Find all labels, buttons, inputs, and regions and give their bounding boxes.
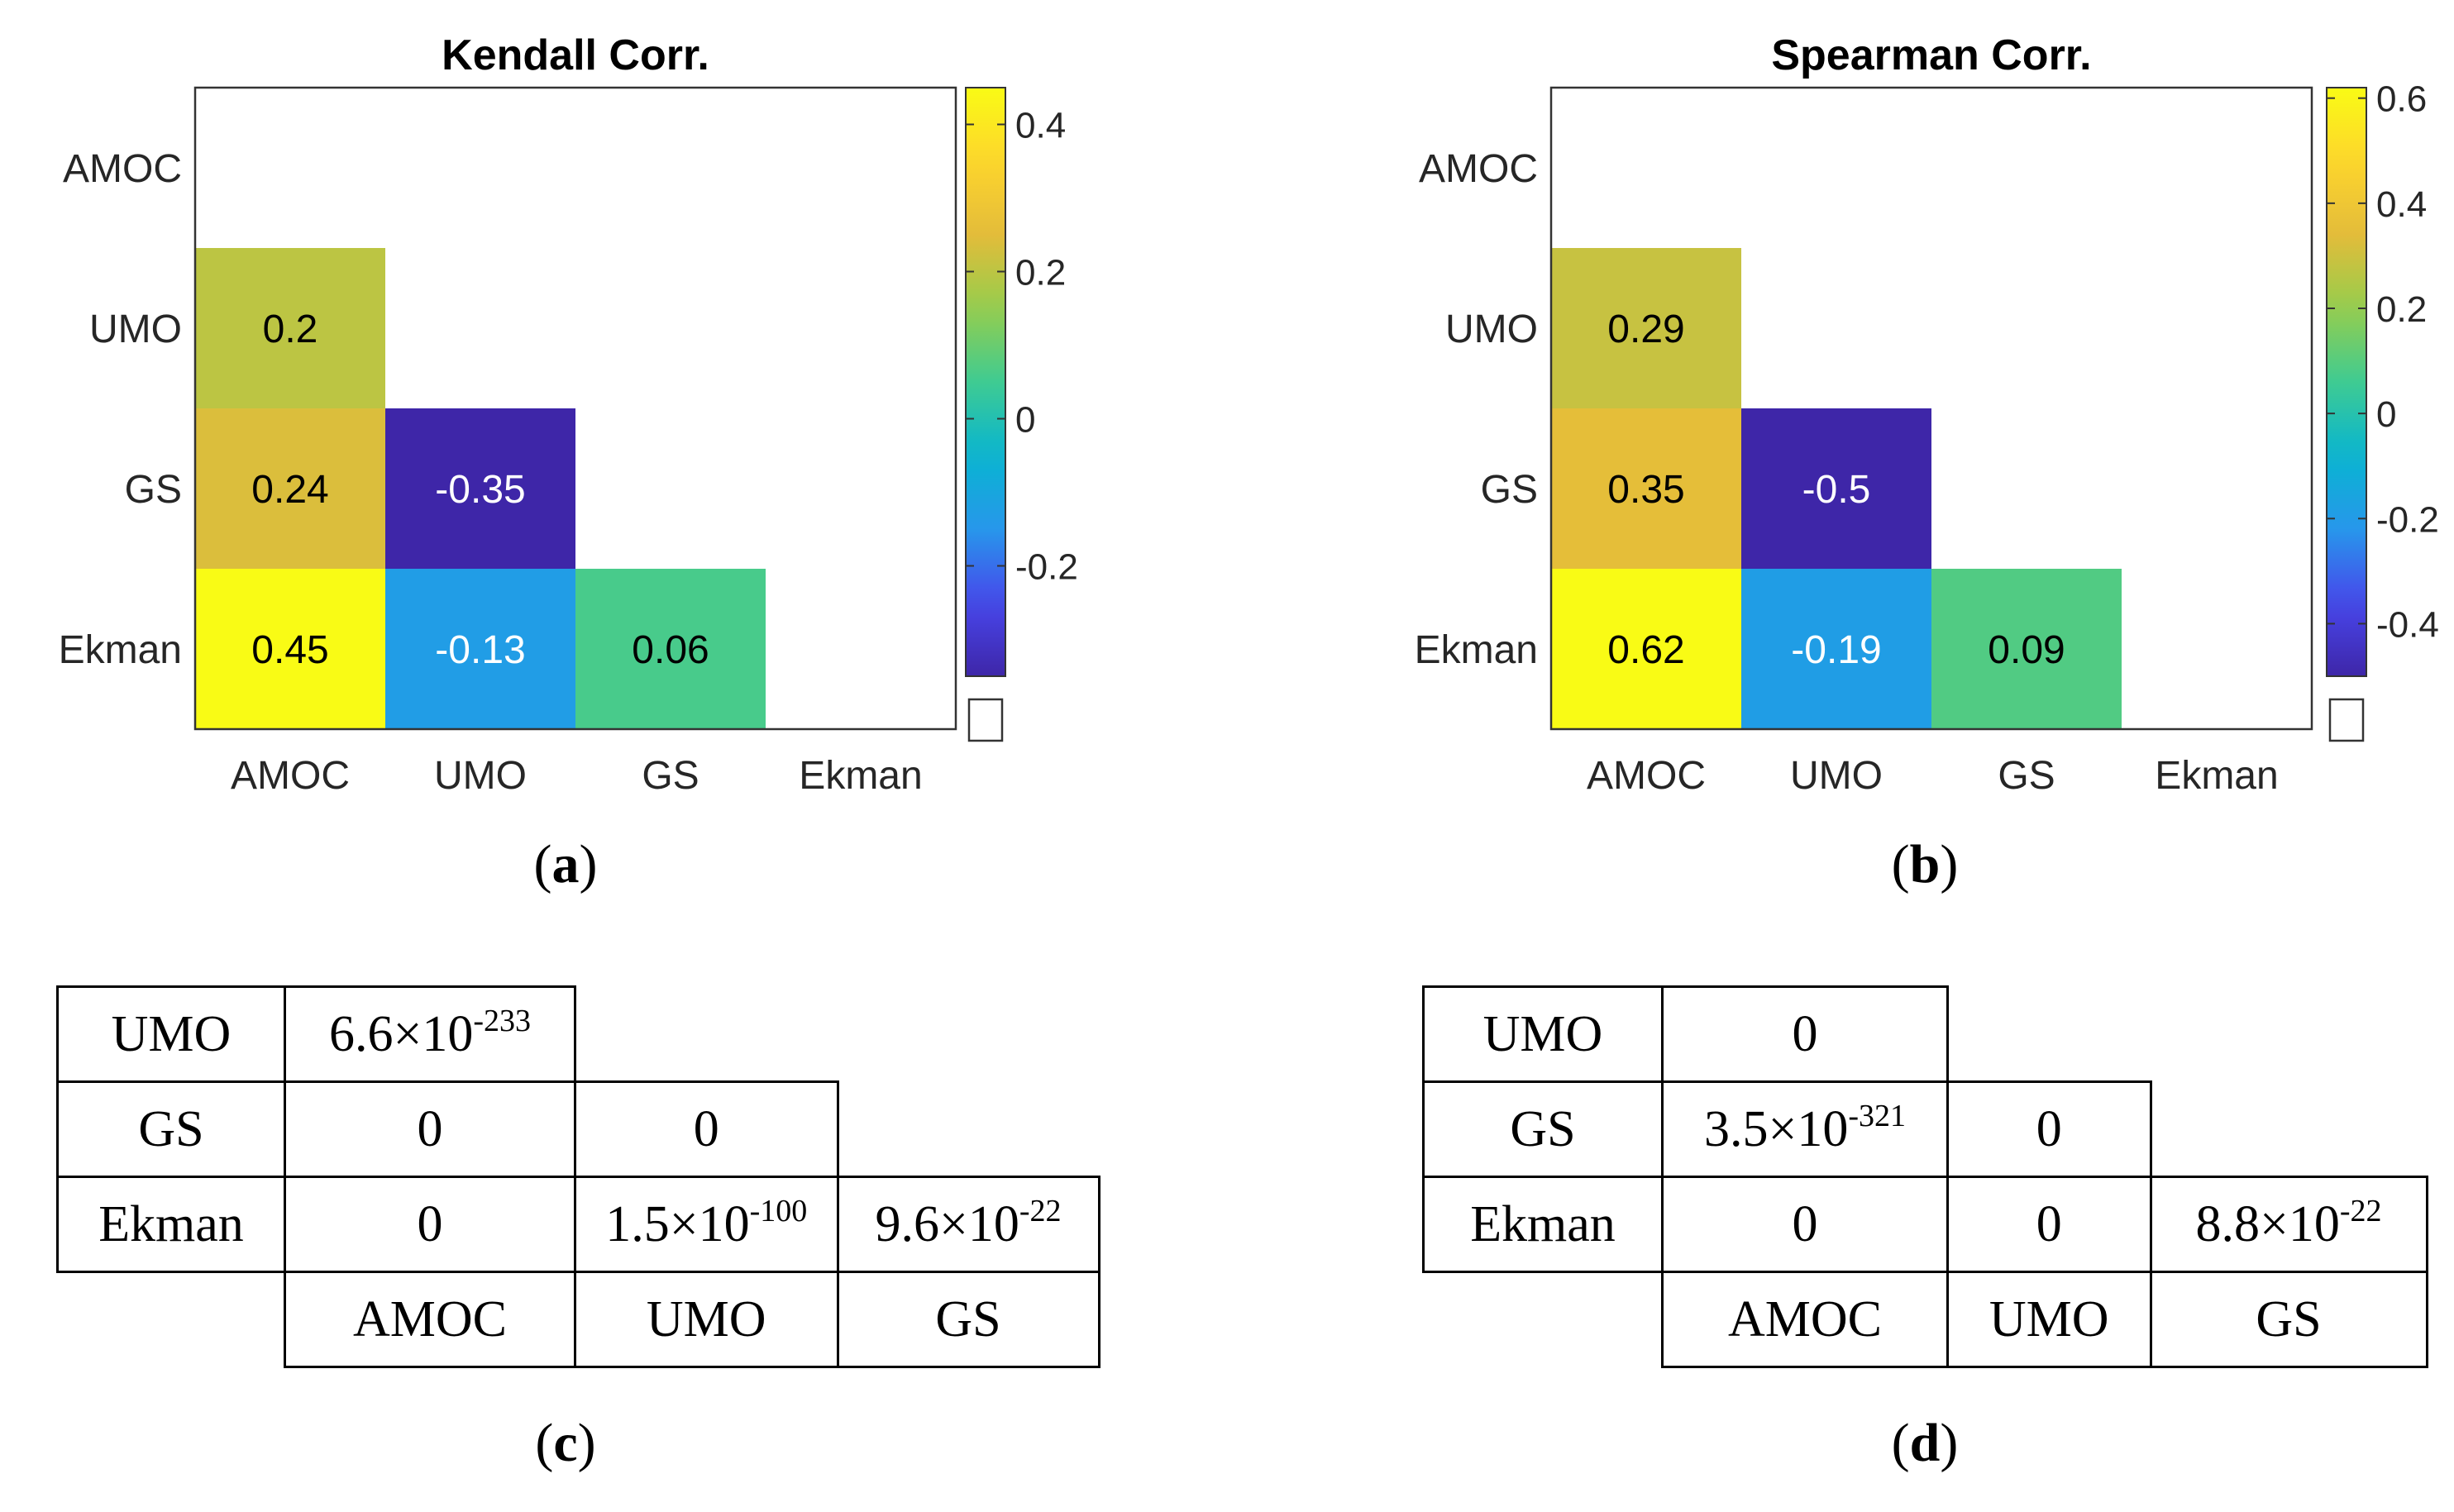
colorbar — [965, 87, 1006, 677]
cell-value-label: -0.5 — [1802, 468, 1871, 512]
colorbar-tick-label: 0 — [2376, 394, 2396, 435]
heatmap-cell — [385, 408, 575, 569]
col-tick-label: AMOC — [1587, 754, 1706, 798]
cell-value-label: -0.35 — [435, 468, 525, 512]
cell-value-label: 0.45 — [251, 628, 328, 672]
row-label: GS — [56, 1080, 286, 1178]
heatmap-cell — [1931, 569, 2122, 729]
table-cell: 0 — [284, 1176, 576, 1273]
heatmap-cell — [1551, 248, 1741, 408]
heatmap-cell — [195, 248, 385, 408]
col-tick-label: GS — [642, 754, 699, 798]
row-label: Ekman — [56, 1176, 286, 1273]
row-tick-label: Ekman — [1415, 628, 1538, 672]
col-tick-label: AMOC — [231, 754, 350, 798]
cell-value-label: 0.2 — [263, 308, 318, 351]
col-label: AMOC — [1661, 1271, 1949, 1368]
table-row: GS 3.5×10-321 0 — [1422, 1080, 2428, 1178]
heatmap-cell — [195, 408, 385, 569]
panel-label-d: (d) — [1891, 1413, 1959, 1473]
table-cell: 0 — [1946, 1080, 2152, 1178]
col-tick-label: Ekman — [799, 754, 922, 798]
cell-value-label: 0.24 — [251, 468, 328, 512]
col-tick-label: UMO — [434, 754, 527, 798]
table-row: Ekman 0 1.5×10-100 9.6×10-22 — [56, 1176, 1100, 1273]
row-label: UMO — [56, 985, 286, 1083]
table-cell: 8.8×10-22 — [2149, 1176, 2428, 1273]
colorbar-tick-label: -0.4 — [2376, 604, 2439, 645]
cell-value-label: 0.35 — [1607, 468, 1684, 512]
colorbar-tick-label: -0.2 — [2376, 499, 2439, 540]
kendall-pvalue-table: UMO 6.6×10-233 GS 0 0 Ekman 0 1.5×10-100… — [56, 985, 1100, 1368]
row-label: GS — [1422, 1080, 1664, 1178]
col-label: UMO — [1946, 1271, 2152, 1368]
cell-value-label: -0.19 — [1791, 628, 1881, 672]
row-tick-label: GS — [1481, 468, 1538, 512]
row-tick-label: Ekman — [59, 628, 182, 672]
table-row: AMOC UMO GS — [58, 1271, 1100, 1368]
heatmap-cell — [1551, 569, 1741, 729]
heatmap-cell — [195, 569, 385, 729]
cell-value-label: 0.09 — [1988, 628, 2065, 672]
table-cell: 0 — [1661, 1176, 1949, 1273]
colorbar-tick-label: 0.6 — [2376, 79, 2427, 120]
table-cell: 0 — [284, 1080, 576, 1178]
table-cell: 0 — [574, 1080, 839, 1178]
cell-value-label: 0.62 — [1607, 628, 1684, 672]
plot-frame — [1549, 86, 2313, 731]
table-cell: 6.6×10-233 — [284, 985, 576, 1083]
heatmap-cell — [385, 569, 575, 729]
table-cell: 3.5×10-321 — [1661, 1080, 1949, 1178]
cell-value-label: -0.13 — [435, 628, 525, 672]
table-cell: 1.5×10-100 — [574, 1176, 839, 1273]
row-tick-label: AMOC — [63, 147, 182, 191]
kendall-heatmap: Kendall Corr. 0.2 0.24 -0.35 0.45 -0.13 0.06 AM… — [59, 31, 1078, 798]
col-label: GS — [836, 1271, 1100, 1368]
row-label: UMO — [1422, 985, 1664, 1083]
spearman-heatmap: Spearman Corr. 0.29 0.35 -0.5 0.62 -0.19 0.09 A… — [1415, 31, 2439, 798]
table-cell: 0 — [1661, 985, 1949, 1083]
row-tick-label: GS — [125, 468, 182, 512]
table-row: GS 0 0 — [56, 1080, 1100, 1178]
col-label: AMOC — [284, 1271, 576, 1368]
row-tick-label: UMO — [89, 308, 182, 351]
row-tick-label: UMO — [1445, 308, 1538, 351]
spearman-pvalue-table: UMO 0 GS 3.5×10-321 0 Ekman 0 0 8.8×10-2… — [1422, 985, 2428, 1368]
table-cell: 9.6×10-22 — [836, 1176, 1100, 1273]
panel-label-a: (a) — [533, 834, 598, 894]
col-label: UMO — [574, 1271, 839, 1368]
heatmap-cell — [575, 569, 766, 729]
colorbar-tick-label: 0.4 — [2376, 184, 2427, 225]
colorbar-tick-label: 0.4 — [1015, 106, 1066, 146]
plot-frame — [193, 86, 957, 731]
cell-value-label: 0.29 — [1607, 308, 1684, 351]
row-tick-label: AMOC — [1419, 147, 1538, 191]
chart-title: Spearman Corr. — [1771, 31, 2091, 79]
colorbar-tick-label: 0.2 — [1015, 253, 1066, 293]
nan-swatch — [2328, 698, 2365, 742]
colorbar-tick-label: -0.2 — [1015, 547, 1078, 588]
colorbar-tick-label: 0 — [1015, 400, 1035, 441]
chart-title: Kendall Corr. — [442, 31, 709, 79]
heatmap-cell — [1741, 569, 1931, 729]
col-tick-label: Ekman — [2155, 754, 2278, 798]
nan-swatch — [967, 698, 1004, 742]
row-label: Ekman — [1422, 1176, 1664, 1273]
col-label: GS — [2149, 1271, 2428, 1368]
table-row: UMO 6.6×10-233 — [56, 985, 1100, 1083]
colorbar — [2326, 87, 2367, 677]
table-row: Ekman 0 0 8.8×10-22 — [1422, 1176, 2428, 1273]
col-tick-label: UMO — [1790, 754, 1883, 798]
table-cell: 0 — [1946, 1176, 2152, 1273]
table-row: AMOC UMO GS — [1424, 1271, 2428, 1368]
colorbar-tick-label: 0.2 — [2376, 289, 2427, 330]
panel-label-b: (b) — [1891, 834, 1959, 894]
panel-label-c: (c) — [535, 1413, 596, 1473]
col-tick-label: GS — [1998, 754, 2055, 798]
table-row: UMO 0 — [1422, 985, 2428, 1083]
heatmap-cell — [1741, 408, 1931, 569]
heatmap-cell — [1551, 408, 1741, 569]
cell-value-label: 0.06 — [632, 628, 709, 672]
